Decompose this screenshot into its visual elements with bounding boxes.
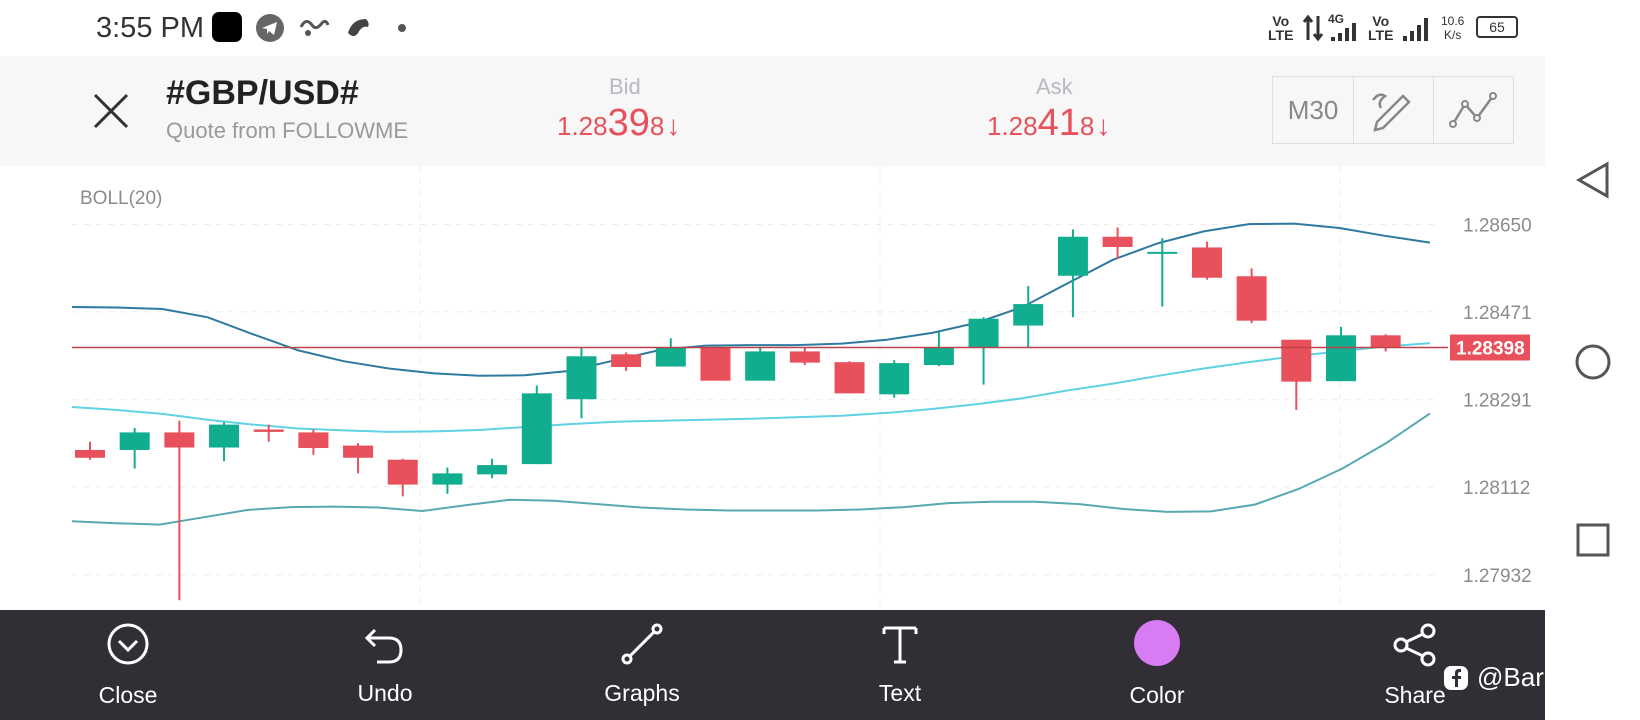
- candle-body-21: [1013, 304, 1044, 326]
- candle-body-24: [1147, 251, 1178, 254]
- bid-label: Bid: [609, 74, 641, 99]
- color-button[interactable]: Color: [1077, 610, 1237, 720]
- current-price-tag: [1450, 334, 1530, 361]
- boll-lower-line: [71, 412, 1431, 526]
- system-nav-bar: [1545, 0, 1640, 720]
- volte-indicator-1: Vo LTE: [1268, 13, 1294, 43]
- indicator-label: BOLL(20): [80, 188, 163, 209]
- line-chart-icon: [1448, 92, 1497, 128]
- bid-price: 1.28398↓: [557, 102, 681, 144]
- status-bar: 3:55 PM Vo LTE 4G Vo LTE: [0, 0, 1545, 56]
- candle-body-2: [164, 432, 195, 448]
- candle-body-14: [700, 347, 731, 381]
- app-icon: [212, 12, 242, 42]
- share-icon: [1392, 622, 1438, 673]
- recents-icon[interactable]: [1575, 522, 1611, 563]
- indicator-button[interactable]: [1433, 76, 1514, 144]
- timeframe-button[interactable]: M30: [1272, 76, 1354, 144]
- candle-body-0: [75, 449, 105, 458]
- candle-body-4: [253, 429, 284, 432]
- signal-icon-2: [1402, 16, 1432, 47]
- candle-body-25: [1191, 247, 1222, 278]
- candle-body-23: [1102, 236, 1133, 247]
- close-button[interactable]: Close: [48, 610, 208, 720]
- text-button[interactable]: Text: [820, 610, 980, 720]
- bottom-toolbar: Close Undo Graphs Text Color: [0, 610, 1545, 720]
- draw-tool-button[interactable]: [1353, 76, 1434, 144]
- signal-icon-1: [1330, 22, 1360, 47]
- candle-body-29: [1370, 335, 1401, 348]
- candlestick-chart[interactable]: 1.28650 1.28471 1.28291 1.28112 1.27932 1.283…: [0, 166, 1545, 610]
- undo-icon: [363, 622, 407, 671]
- candle-body-20: [968, 318, 999, 348]
- battery-icon: 65: [1476, 16, 1518, 38]
- candle-body-5: [298, 432, 329, 449]
- boll-upper-line: [71, 222, 1431, 377]
- candle-body-10: [521, 393, 552, 465]
- y-tick-label-0: 1.28650: [1463, 216, 1532, 237]
- candle-body-18: [879, 363, 910, 395]
- telegram-icon: [255, 13, 285, 48]
- candle-body-1: [119, 432, 150, 450]
- candle-body-12: [611, 354, 642, 368]
- candle-body-9: [477, 465, 508, 475]
- text-icon: [878, 622, 922, 671]
- check-circle-icon: [106, 622, 150, 671]
- quote-source: Quote from FOLLOWME: [166, 118, 409, 143]
- y-tick-label-3: 1.28112: [1463, 478, 1530, 499]
- candle-body-17: [834, 362, 865, 394]
- home-icon[interactable]: [1573, 342, 1613, 387]
- candle-body-11: [566, 356, 597, 400]
- ask-down-arrow-icon: ↓: [1096, 110, 1111, 141]
- notification-icon: [298, 13, 330, 48]
- candle-body-28: [1325, 335, 1356, 382]
- quote-header: #GBP/USD# Quote from FOLLOWME Bid 1.2839…: [0, 56, 1545, 166]
- y-tick-label-1: 1.28471: [1463, 303, 1532, 324]
- data-transfer-icon: [1302, 14, 1324, 47]
- candle-body-22: [1057, 236, 1088, 276]
- share-button[interactable]: Share: [1335, 610, 1495, 720]
- candle-body-6: [343, 445, 374, 458]
- volte-indicator-2: Vo LTE: [1368, 13, 1394, 43]
- battery-level: 65: [1489, 19, 1505, 35]
- candle-body-8: [432, 473, 463, 485]
- undo-button[interactable]: Undo: [305, 610, 465, 720]
- line-segment-icon: [620, 622, 664, 671]
- status-time: 3:55 PM: [96, 12, 204, 44]
- candle-body-16: [789, 351, 820, 363]
- bird-icon: [344, 13, 374, 48]
- close-icon[interactable]: [88, 88, 134, 134]
- facebook-icon: [1444, 665, 1468, 690]
- candle-body-19: [923, 347, 954, 366]
- network-speed: 10.6 K/s: [1441, 14, 1465, 42]
- candle-body-13: [655, 347, 686, 367]
- candle-body-15: [745, 351, 776, 381]
- symbol-title: #GBP/USD#: [166, 74, 359, 112]
- boll-mid-line: [71, 342, 1431, 433]
- candle-body-26: [1236, 276, 1267, 321]
- ask-price: 1.28418↓: [987, 102, 1111, 144]
- graphs-button[interactable]: Graphs: [562, 610, 722, 720]
- network-type: 4G: [1328, 12, 1345, 26]
- candle-body-7: [387, 459, 418, 485]
- candle-body-27: [1281, 339, 1312, 382]
- ask-label: Ask: [1036, 74, 1073, 99]
- candle-body-3: [209, 424, 240, 448]
- back-icon[interactable]: [1575, 160, 1611, 205]
- current-price-label: 1.28398: [1456, 339, 1525, 360]
- y-tick-label-4: 1.27932: [1463, 566, 1532, 587]
- color-swatch-icon: [1134, 620, 1180, 666]
- more-notifications-dot: [398, 24, 406, 32]
- chart-canvas[interactable]: 1.28650 1.28471 1.28291 1.28112 1.27932 1.283…: [0, 166, 1545, 610]
- y-tick-label-2: 1.28291: [1463, 391, 1532, 412]
- draw-pen-icon: [1371, 93, 1411, 132]
- bid-down-arrow-icon: ↓: [666, 110, 681, 141]
